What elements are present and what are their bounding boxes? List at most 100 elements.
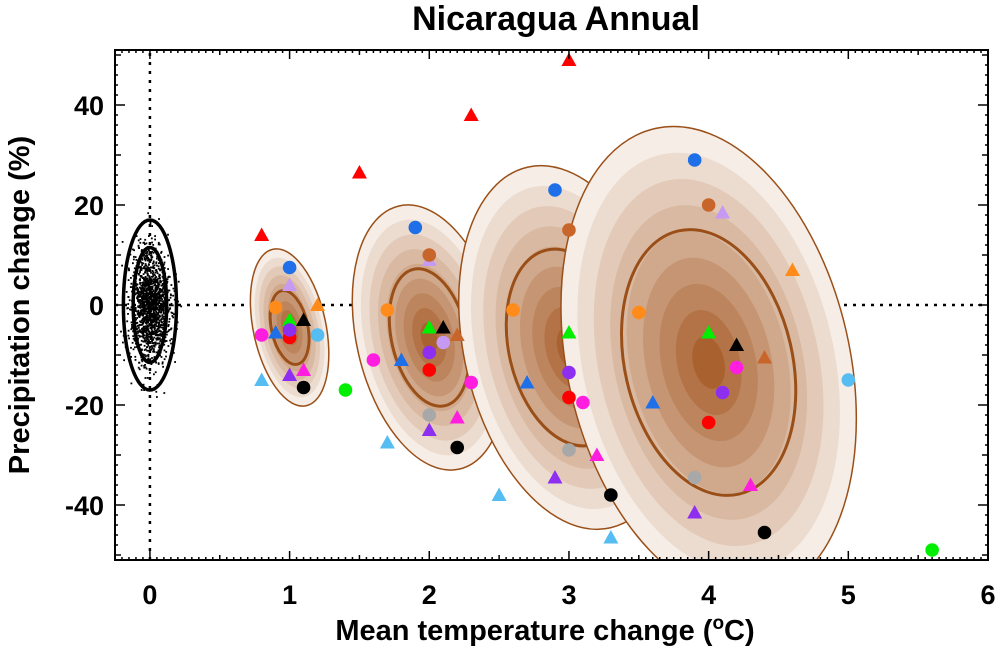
- x-axis-label: Mean temperature change (oC): [335, 613, 754, 647]
- control-point: [144, 297, 146, 300]
- model-point-circle: [380, 303, 395, 317]
- control-point: [147, 284, 149, 287]
- x-tick-label: 0: [142, 580, 157, 610]
- control-point: [148, 300, 151, 302]
- control-point: [144, 316, 147, 318]
- control-point: [156, 288, 158, 291]
- control-point: [130, 308, 132, 311]
- control-point: [154, 291, 156, 294]
- control-point: [159, 295, 161, 297]
- control-point: [163, 303, 165, 306]
- x-tick-label: 3: [561, 580, 576, 610]
- control-point: [142, 313, 144, 316]
- control-point: [155, 390, 158, 393]
- control-point: [160, 318, 163, 320]
- control-point: [148, 235, 150, 237]
- control-point: [168, 308, 171, 311]
- control-point: [168, 320, 171, 323]
- control-point: [139, 300, 141, 303]
- model-point-circle: [422, 345, 437, 360]
- control-point: [158, 293, 161, 296]
- control-point: [145, 339, 148, 342]
- control-point: [167, 325, 170, 328]
- control-point: [155, 351, 158, 354]
- control-point: [157, 316, 159, 319]
- control-point: [146, 253, 148, 255]
- control-point: [147, 259, 149, 262]
- control-point: [145, 330, 147, 333]
- control-point: [142, 303, 145, 306]
- control-point: [155, 269, 158, 271]
- control-point: [153, 328, 156, 330]
- pdf-contour-line: [620, 228, 798, 497]
- control-point: [155, 292, 158, 295]
- control-point: [172, 316, 175, 319]
- model-point-triangle: [421, 320, 437, 334]
- control-point: [142, 309, 145, 312]
- violet-triangles: [282, 367, 703, 519]
- control-point: [147, 333, 150, 336]
- model-point-circle: [464, 375, 478, 390]
- control-point: [154, 281, 157, 284]
- model-point-circle: [254, 328, 269, 342]
- control-point: [144, 304, 146, 307]
- control-point: [158, 283, 161, 286]
- control-point: [128, 299, 131, 302]
- model-point-triangle: [379, 435, 395, 449]
- control-point: [167, 330, 170, 333]
- control-point: [157, 312, 159, 315]
- control-point: [156, 287, 158, 289]
- control-point: [138, 292, 140, 295]
- x-axis-label-unit: C): [724, 615, 755, 647]
- control-point: [130, 321, 133, 324]
- control-point: [166, 333, 168, 336]
- control-point: [145, 297, 147, 300]
- control-point: [153, 297, 155, 300]
- model-point-circle: [506, 303, 520, 317]
- control-point: [150, 266, 153, 269]
- control-point: [138, 316, 141, 318]
- control-point: [146, 303, 148, 306]
- control-point: [147, 304, 150, 307]
- model-point-circle: [701, 198, 716, 212]
- control-point: [137, 288, 140, 291]
- magenta-triangles: [296, 362, 759, 491]
- control-point: [146, 250, 149, 253]
- control-point: [157, 324, 160, 326]
- control-point: [127, 329, 130, 332]
- control-point: [139, 279, 141, 282]
- control-point: [157, 304, 160, 306]
- control-point: [126, 320, 129, 323]
- control-point: [140, 300, 143, 303]
- control-point: [168, 318, 171, 320]
- y-tick-label: -40: [65, 491, 104, 521]
- control-point: [151, 315, 154, 318]
- control-point: [155, 296, 158, 299]
- control-point: [130, 356, 132, 358]
- control-point: [157, 283, 160, 286]
- control-point: [161, 309, 163, 311]
- control-point: [138, 324, 140, 327]
- control-point: [152, 305, 155, 307]
- control-point: [138, 330, 141, 333]
- control-point: [154, 342, 157, 345]
- control-point: [144, 294, 147, 297]
- model-point-triangle: [715, 205, 731, 219]
- model-point-triangle: [268, 325, 284, 339]
- magenta-circles: [254, 328, 744, 410]
- control-point: [139, 267, 142, 270]
- control-point: [157, 286, 160, 289]
- control-point: [159, 288, 162, 290]
- control-point: [159, 291, 162, 294]
- control-point: [139, 305, 142, 307]
- control-point: [127, 313, 129, 315]
- control-point: [147, 312, 150, 314]
- control-point: [144, 364, 146, 366]
- control-point: [156, 285, 159, 288]
- control-point: [159, 302, 162, 305]
- control-point: [131, 326, 133, 329]
- control-point: [144, 340, 147, 343]
- model-point-triangle: [449, 327, 465, 341]
- control-point: [156, 308, 159, 311]
- model-point-circle: [268, 300, 283, 315]
